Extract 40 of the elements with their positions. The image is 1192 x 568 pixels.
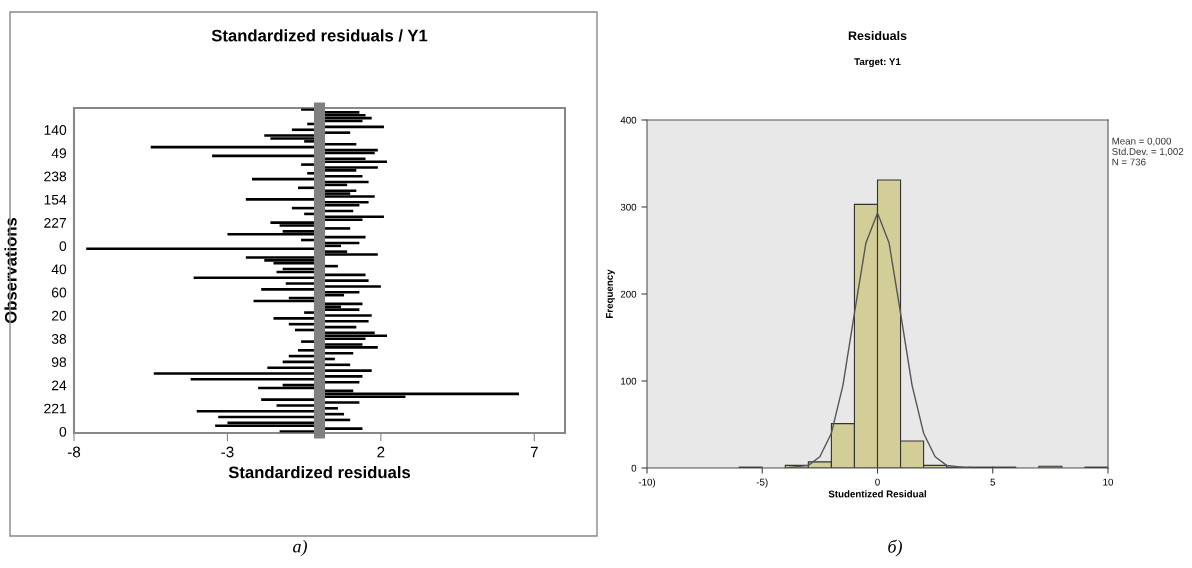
text: Mean = 0,000: [1112, 137, 1172, 146]
x-tick-label: 2: [377, 446, 385, 458]
y-tick-label: 154: [44, 194, 67, 205]
y-tick-label: 0: [59, 426, 67, 437]
chart-title: Standardized residuals / Y1: [211, 29, 428, 42]
x-tick-label: 7: [530, 446, 538, 458]
text: а): [293, 539, 307, 557]
y-axis-title: Observations: [4, 217, 17, 324]
x-axis-title: Studentized Residual: [828, 490, 926, 498]
y-tick-label: 100: [621, 377, 637, 385]
chart-subtitle: Target: Y1: [854, 58, 901, 68]
x-tick-label: 10: [1103, 478, 1114, 486]
y-tick-label: 60: [51, 287, 67, 298]
y-tick-label: 227: [44, 217, 67, 228]
y-tick-label: 238: [44, 171, 67, 182]
y-tick-label: 400: [620, 116, 637, 124]
y-tick-label: 140: [44, 125, 67, 135]
text: б): [888, 539, 902, 557]
y-tick-label: 38: [51, 334, 67, 344]
y-tick-label: 40: [51, 264, 67, 275]
text: Std.Dev. = 1,002: [1112, 147, 1184, 157]
y-tick-label: 200: [620, 290, 637, 298]
x-tick-label: -8: [67, 446, 81, 458]
y-tick-label: 221: [44, 403, 67, 414]
chart-title: Residuals: [848, 30, 907, 41]
y-tick-label: 49: [51, 148, 67, 159]
y-tick-label: 0: [59, 241, 67, 251]
y-tick-label: 24: [51, 380, 67, 391]
x-tick-label: -10): [638, 478, 656, 488]
y-tick-label: 98: [51, 357, 67, 368]
x-tick-label: -5): [756, 478, 768, 488]
y-tick-label: 0: [631, 464, 637, 472]
y-axis-title: Frequency: [606, 269, 615, 318]
y-tick-label: 20: [51, 310, 67, 321]
text: N = 736: [1112, 158, 1146, 166]
y-tick-label: 300: [620, 203, 637, 211]
x-axis-title: Standardized residuals: [228, 465, 411, 479]
x-tick-label: 0: [875, 478, 880, 486]
x-tick-label: -3: [221, 446, 234, 458]
x-tick-label: 5: [990, 478, 996, 486]
